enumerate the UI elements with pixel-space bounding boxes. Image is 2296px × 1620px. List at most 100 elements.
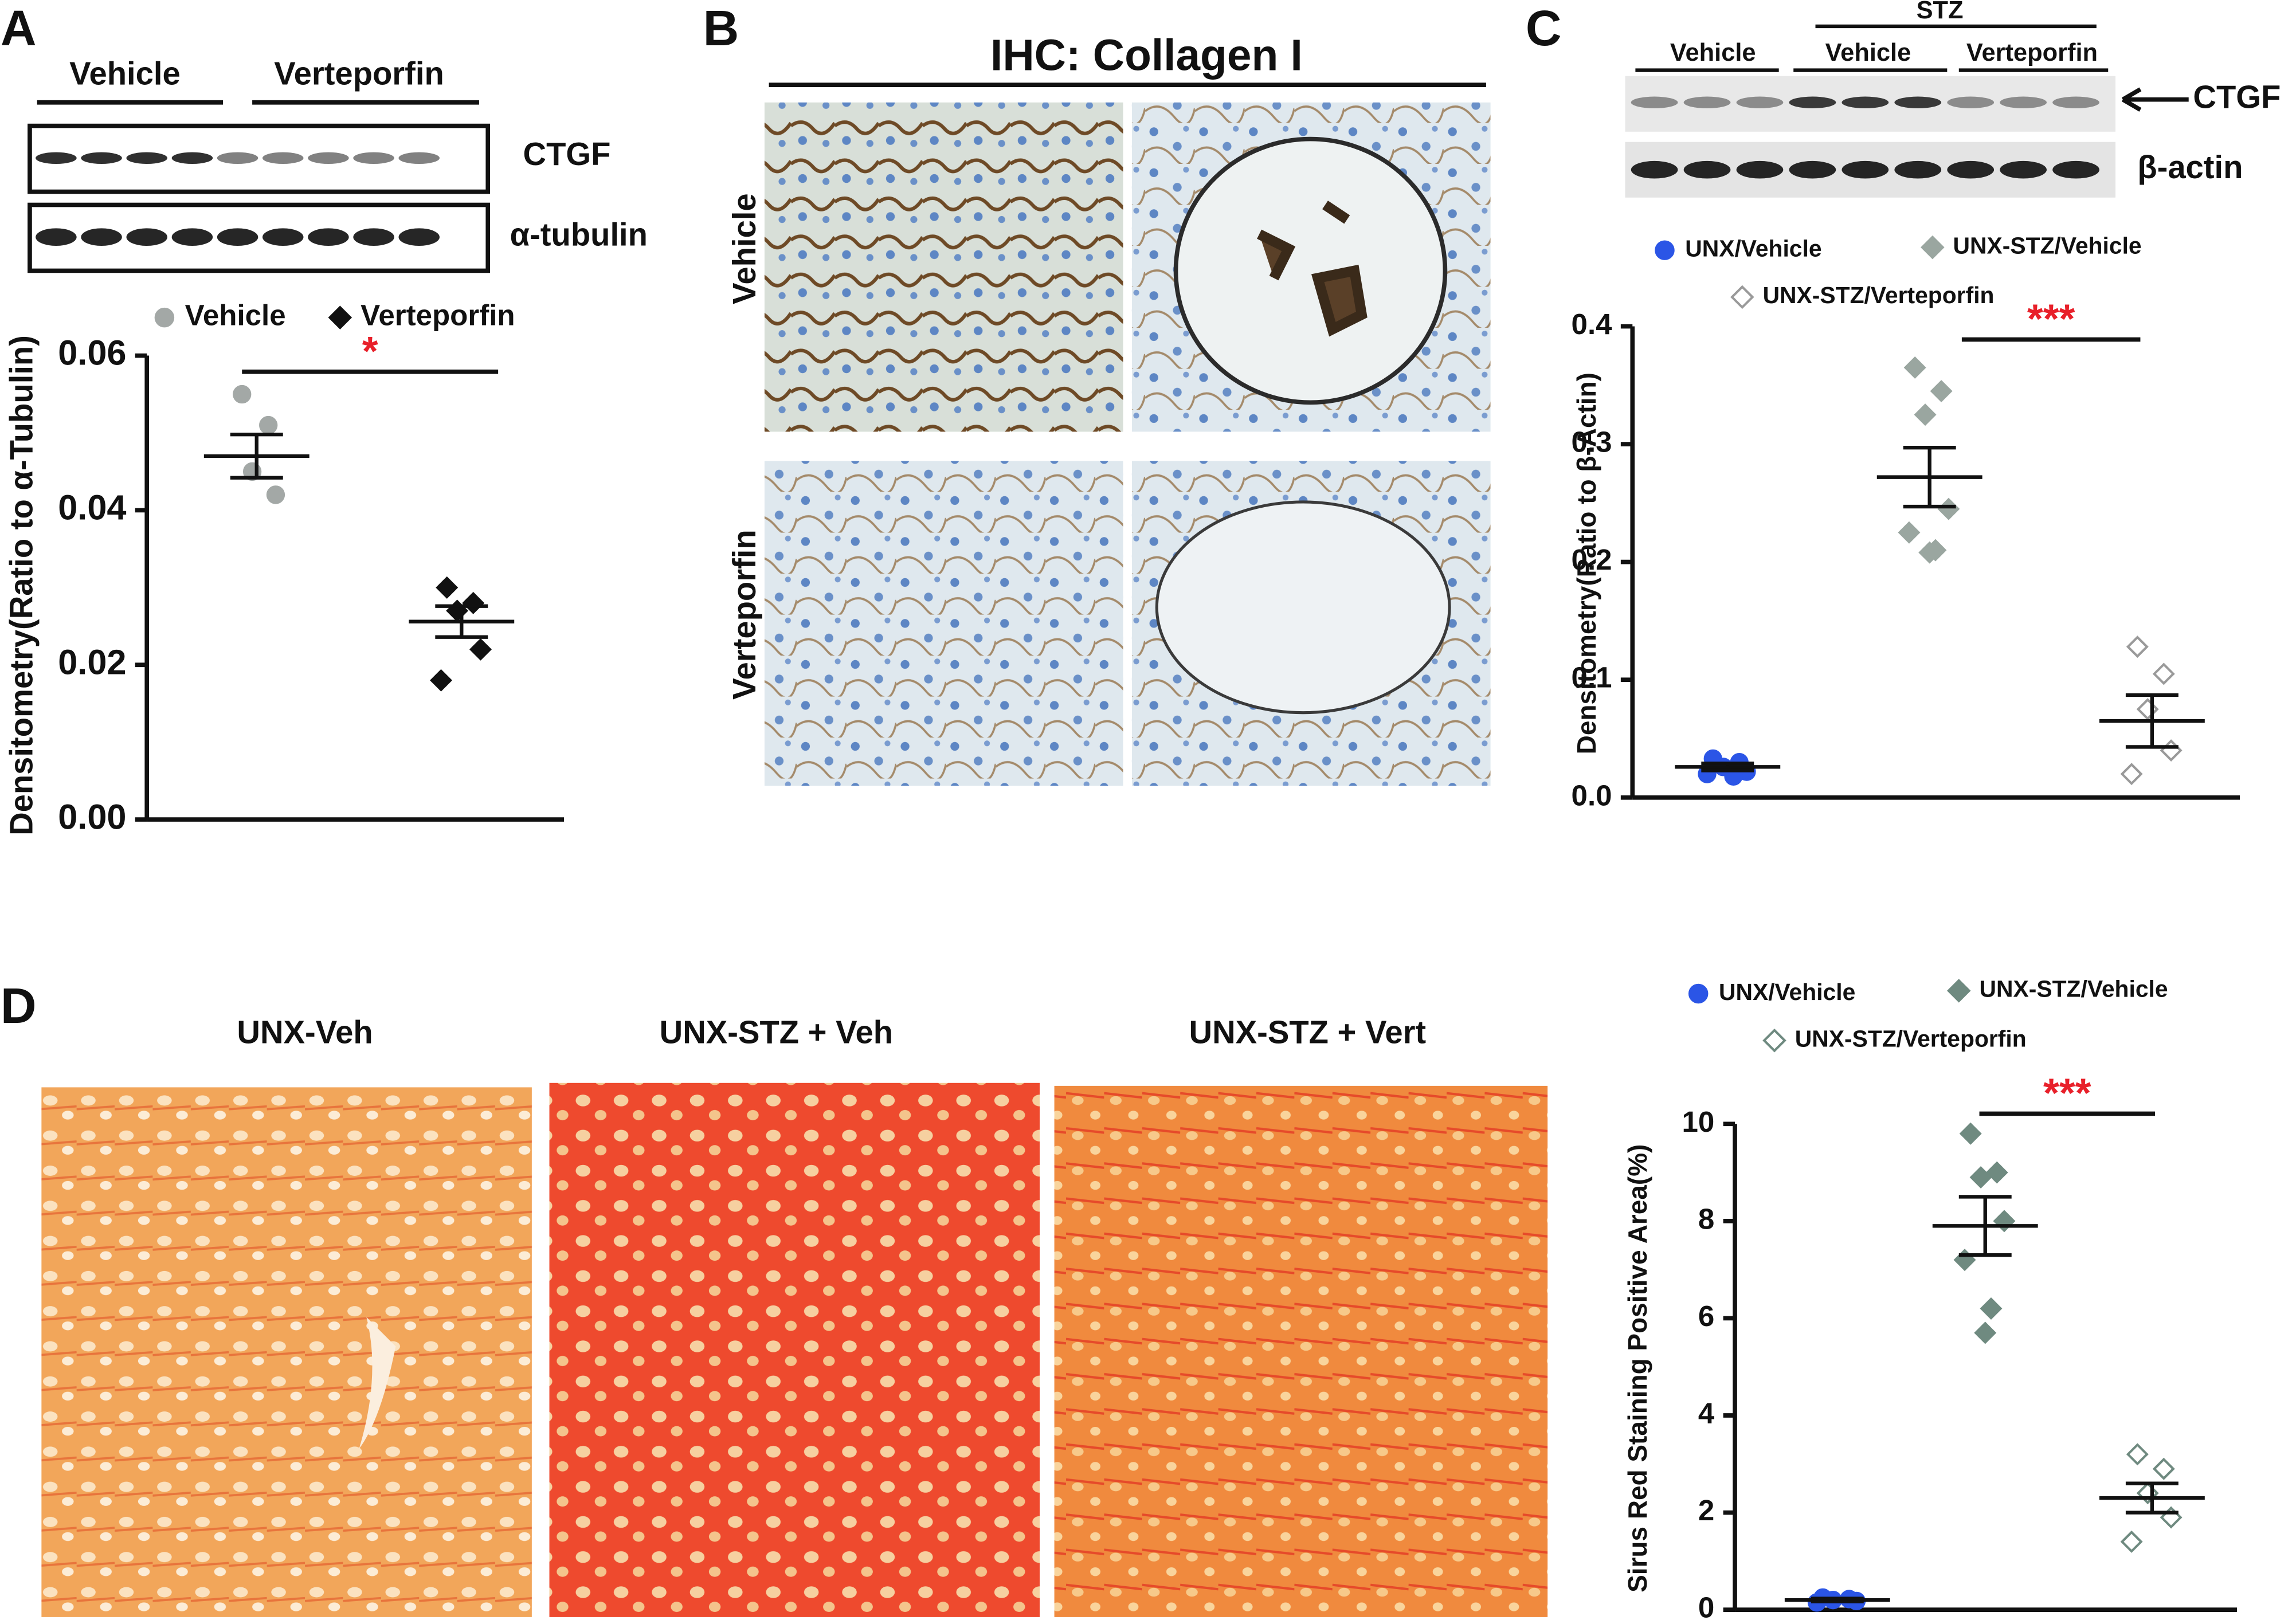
y-tick-label: 6 [1698, 1300, 1714, 1332]
blot-band [1894, 160, 1942, 179]
legend-label: UNX-STZ/Vehicle [1953, 232, 2142, 258]
blot-band [1631, 160, 1678, 179]
blot-row-label: CTGF [2193, 79, 2281, 115]
blot-band [1947, 96, 1995, 108]
y-tick-label: 8 [1698, 1202, 1714, 1235]
blot-band [36, 228, 77, 246]
y-tick-label: 0.4 [1572, 308, 1613, 340]
legend-label: Vehicle [185, 299, 286, 332]
legend-marker [328, 305, 352, 330]
significance-label: *** [2027, 296, 2075, 342]
panel-label: A [1, 1, 37, 56]
data-point [1903, 356, 1926, 379]
blot-row-label: α-tubulin [510, 217, 648, 253]
y-tick-label: 0.3 [1572, 426, 1612, 458]
legend-marker [1730, 285, 1754, 309]
blot-band [353, 228, 394, 246]
blot-group: Verteporfin [274, 56, 444, 92]
legend-label: UNX-STZ/Verteporfin [1795, 1026, 2027, 1052]
legend-marker [154, 307, 175, 328]
panel-label: B [703, 1, 739, 56]
blot-band [36, 152, 77, 164]
blot-band [308, 228, 349, 246]
legend-marker [1921, 235, 1945, 260]
micrograph [41, 1087, 532, 1617]
blot-band [398, 228, 440, 246]
blot-band [1894, 96, 1942, 108]
data-point [2136, 698, 2159, 721]
blot-lane: Vehicle [1670, 39, 1756, 66]
blot-band [2052, 96, 2099, 108]
y-tick-label: 0.02 [58, 642, 126, 681]
legend-marker [1762, 1028, 1786, 1053]
data-point [1937, 497, 1960, 520]
legend-marker [1655, 240, 1675, 260]
micrograph [549, 1082, 1040, 1617]
data-point [1959, 1122, 1982, 1145]
blot-band [398, 152, 440, 164]
y-tick-label: 0.06 [58, 334, 126, 372]
image-caption: UNX-Veh [237, 1014, 373, 1050]
blot-band [1841, 96, 1889, 108]
data-point [2160, 739, 2183, 762]
ihc-row-label: Verteporfin [726, 529, 762, 700]
significance-label: * [362, 328, 378, 374]
data-point [2120, 763, 2143, 786]
micrograph [1054, 1085, 1548, 1617]
data-point [1980, 1297, 2003, 1320]
image-caption: UNX-STZ + Veh [660, 1014, 893, 1050]
data-point [436, 576, 459, 599]
blot-band [353, 152, 394, 164]
panel-label: D [1, 978, 37, 1034]
image-caption: UNX-STZ + Vert [1189, 1014, 1427, 1050]
y-tick-label: 0.2 [1572, 543, 1612, 576]
blot-band [1736, 160, 1784, 179]
blot-band [1841, 160, 1889, 179]
y-tick-label: 0.1 [1572, 661, 1612, 694]
data-point [233, 385, 252, 404]
glomerulus [1155, 500, 1451, 715]
data-point [1918, 541, 1941, 564]
blot-band [262, 228, 304, 246]
data-point [259, 415, 278, 435]
blot-band [1947, 160, 1995, 179]
blot-band [217, 228, 258, 246]
arrow [2121, 87, 2189, 112]
y-tick-label: 10 [1682, 1105, 1714, 1138]
data-point [2126, 1443, 2149, 1466]
blot-band [1789, 96, 1836, 108]
ihc-title: IHC: Collagen I [990, 31, 1303, 80]
legend-label: UNX-STZ/Vehicle [1980, 976, 2168, 1002]
data-point [2126, 636, 2149, 658]
blot-band [217, 152, 258, 164]
legend-marker [1688, 983, 1709, 1004]
blot-band [2000, 160, 2047, 179]
blot-band [171, 152, 213, 164]
data-point [2152, 662, 2175, 685]
y-axis-label: Densitometry(Ratio to β-Actin) [1572, 372, 1601, 754]
y-tick-label: 0.04 [58, 488, 126, 527]
y-tick-label: 0 [1698, 1591, 1714, 1620]
blot-band [1789, 160, 1836, 179]
legend-label: UNX/Vehicle [1719, 979, 1855, 1005]
blot-band [126, 228, 167, 246]
legend-marker [1947, 979, 1971, 1003]
y-tick-label: 0.0 [1572, 779, 1612, 811]
blot-row-label: β-actin [2137, 149, 2243, 185]
blot-band [1736, 96, 1784, 108]
glomerulus [1173, 136, 1448, 405]
stain [1257, 201, 1368, 337]
data-point [1974, 1321, 1997, 1344]
blot-band [1683, 160, 1731, 179]
data-point [1985, 1161, 2008, 1184]
data-point [2152, 1457, 2175, 1480]
y-tick-label: 0.00 [58, 797, 126, 836]
panel-label: C [1526, 1, 1562, 56]
blot-group: Vehicle [69, 56, 181, 92]
legend-label: Verteporfin [361, 299, 515, 332]
legend-label: UNX-STZ/Verteporfin [1763, 282, 1995, 308]
significance-label: *** [2043, 1070, 2091, 1116]
data-point [462, 591, 485, 614]
y-tick-label: 4 [1698, 1397, 1715, 1429]
